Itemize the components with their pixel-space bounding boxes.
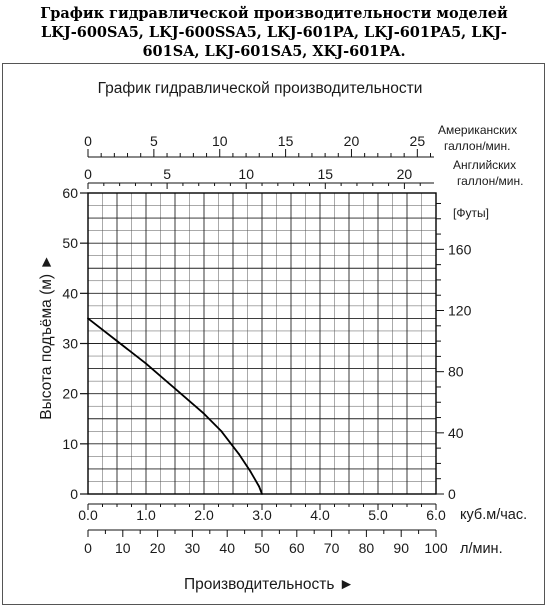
curve-point	[261, 493, 263, 495]
curve-point	[249, 470, 252, 473]
liters-tick-label: 20	[150, 540, 166, 556]
liters-unit-label: л/мин.	[460, 541, 503, 557]
page-title-line-3: 601SA, LKJ-601SA5, XKJ-601PA.	[142, 43, 406, 60]
us-gallons-tick-label: 20	[344, 133, 360, 149]
x-tick-label: 2.0	[194, 507, 214, 523]
x-tick-label: 5.0	[368, 507, 388, 523]
feet-label: [Футы]	[453, 206, 489, 220]
us-gallons-tick-label: 5	[150, 133, 158, 149]
chart-title: График гидравлической производительности	[98, 80, 423, 97]
liters-tick-label: 100	[424, 540, 448, 556]
us-gallons-tick-label: 15	[278, 133, 294, 149]
us-gallons-tick-label: 0	[84, 133, 92, 149]
uk-gallons-tick-label: 0	[84, 166, 92, 182]
feet-tick-label: 0	[448, 486, 456, 502]
x-unit-label: куб.м/час.	[460, 507, 527, 523]
us-gallons-label-line-1: Американских	[438, 123, 517, 137]
page-title: График гидравлической производительности…	[0, 4, 548, 61]
y-axis-label: Высота подъёма (м) ►	[38, 254, 55, 419]
y-tick-label: 10	[62, 436, 78, 452]
curve-point	[258, 485, 260, 488]
curve-point	[116, 340, 118, 342]
uk-gallons-tick-label: 5	[163, 166, 171, 182]
curve-point	[174, 387, 176, 390]
curve-point	[87, 317, 89, 320]
feet-tick-label: 40	[448, 425, 464, 441]
page-title-line-1: График гидравлической производительности…	[40, 5, 508, 22]
uk-gallons-tick-label: 15	[318, 166, 334, 182]
uk-gallons-label-line-1: Английских	[453, 158, 516, 172]
x-tick-label: 0.0	[78, 507, 98, 523]
uk-gallons-label-line-2: галлон/мин.	[457, 174, 523, 188]
y-tick-label: 50	[62, 235, 78, 251]
feet-tick-label: 80	[448, 364, 464, 380]
performance-curve	[87, 317, 263, 495]
page-title-line-2: LKJ-600SA5, LKJ-600SSA5, LKJ-601PA, LKJ-…	[41, 24, 507, 41]
us-gallons-label-line-2: галлон/мин.	[444, 139, 510, 153]
curve-point	[237, 452, 240, 455]
uk-gallons-tick-label: 10	[238, 166, 254, 182]
curve-point	[203, 412, 205, 415]
y-tick-label: 40	[62, 285, 78, 301]
us-gallons-tick-label: 25	[410, 133, 426, 149]
liters-tick-label: 30	[185, 540, 201, 556]
y-tick-label: 0	[70, 486, 78, 502]
y-tick-label: 30	[62, 336, 78, 352]
liters-tick-label: 60	[289, 540, 305, 556]
curve-point	[145, 362, 147, 365]
us-gallons-tick-label: 10	[212, 133, 228, 149]
curve-point	[220, 430, 223, 433]
x-tick-label: 4.0	[310, 507, 330, 523]
liters-tick-label: 80	[359, 540, 375, 556]
uk-gallons-tick-label: 20	[397, 166, 413, 182]
x-axis-label: Производительность ►	[184, 576, 354, 593]
liters-tick-label: 50	[254, 540, 270, 556]
liters-tick-label: 40	[219, 540, 235, 556]
liters-tick-label: 0	[84, 540, 92, 556]
x-tick-label: 1.0	[136, 507, 156, 523]
y-tick-label: 20	[62, 386, 78, 402]
chart-frame	[2, 63, 545, 605]
liters-tick-label: 70	[324, 540, 340, 556]
y-tick-label: 60	[62, 185, 78, 201]
liters-tick-label: 90	[393, 540, 409, 556]
feet-tick-label: 160	[448, 241, 472, 257]
feet-tick-label: 120	[448, 303, 472, 319]
x-tick-label: 3.0	[252, 507, 272, 523]
x-tick-label: 6.0	[426, 507, 446, 523]
liters-tick-label: 10	[115, 540, 131, 556]
